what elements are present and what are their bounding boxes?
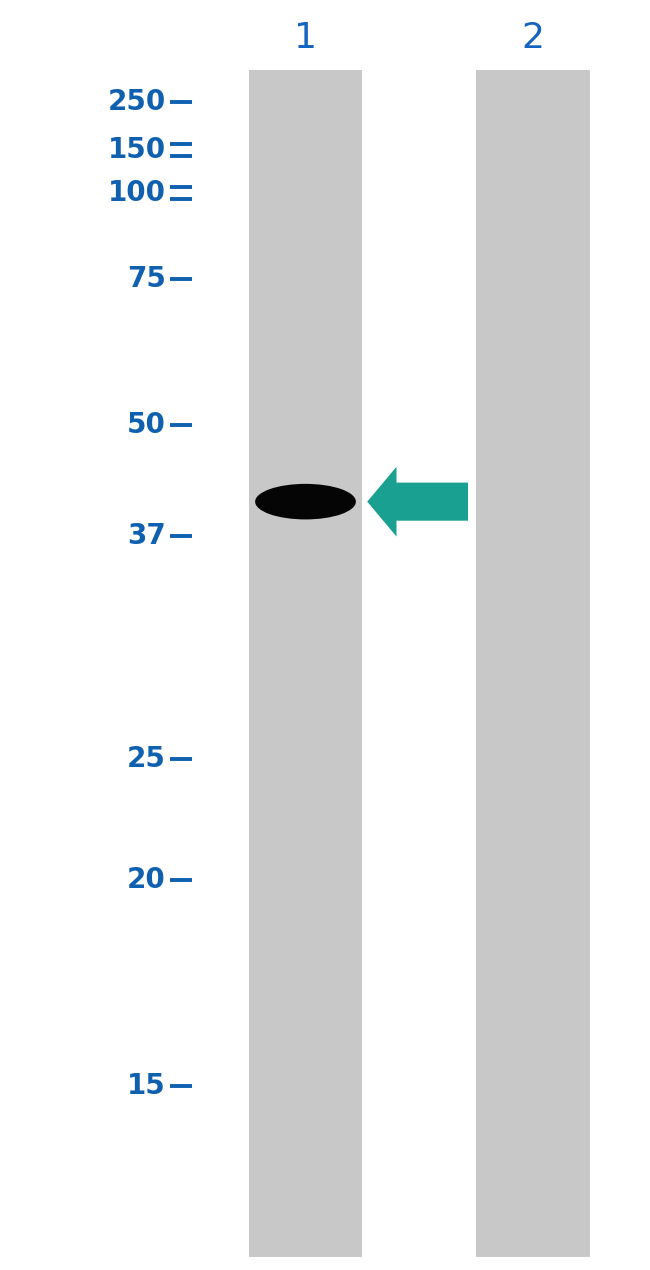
Bar xyxy=(476,70,590,1257)
Text: 250: 250 xyxy=(107,88,166,116)
Text: 75: 75 xyxy=(127,265,166,293)
Text: 2: 2 xyxy=(521,22,545,55)
Text: 20: 20 xyxy=(127,866,166,894)
Text: 25: 25 xyxy=(127,745,166,773)
Text: 37: 37 xyxy=(127,522,166,550)
FancyArrow shape xyxy=(367,466,468,537)
Text: 100: 100 xyxy=(108,179,166,207)
Text: 1: 1 xyxy=(294,22,317,55)
Ellipse shape xyxy=(255,484,356,519)
Bar xyxy=(248,70,362,1257)
Text: 15: 15 xyxy=(127,1072,166,1100)
Text: 50: 50 xyxy=(127,411,166,439)
Text: 150: 150 xyxy=(108,136,166,164)
